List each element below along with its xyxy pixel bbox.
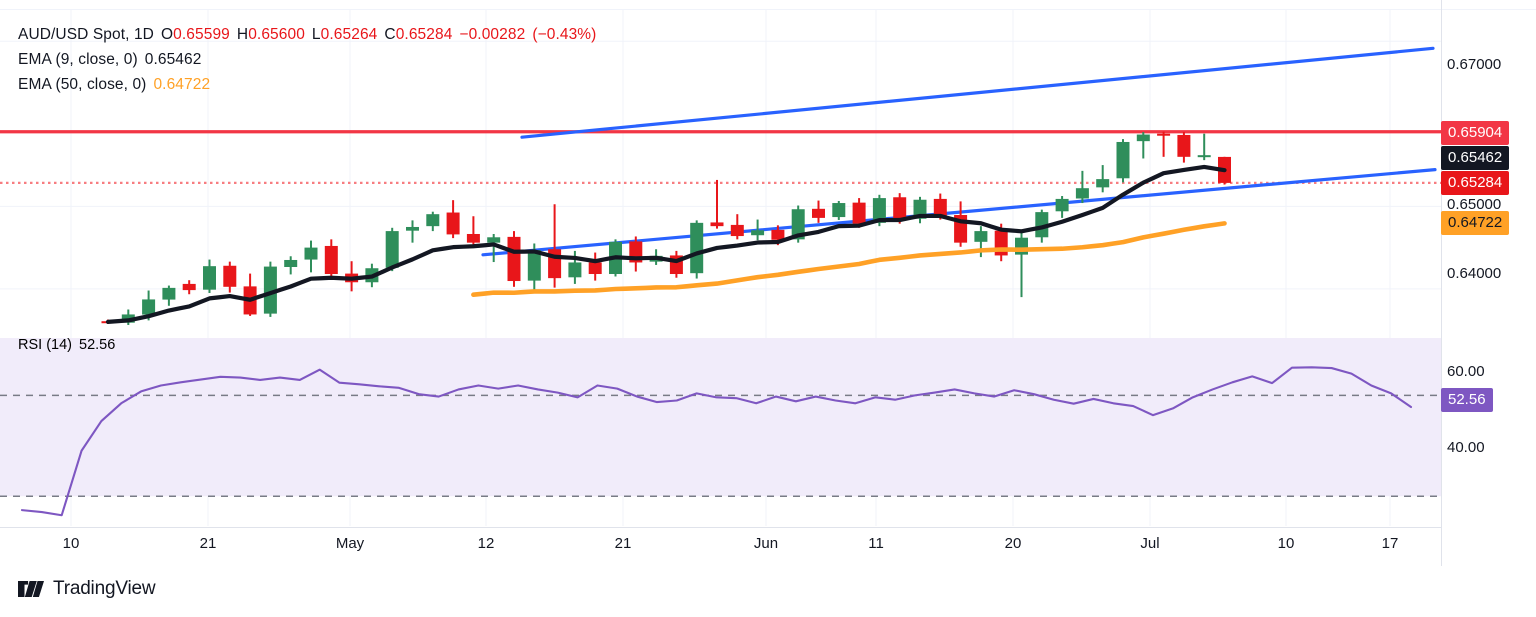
time-axis-tick: 10 — [62, 535, 80, 552]
tradingview-logo-icon — [18, 581, 44, 597]
price-axis-tick: 0.64000 — [1447, 265, 1502, 282]
ema50-price-badge[interactable]: 0.64722 — [1441, 211, 1510, 235]
candle-body[interactable] — [426, 214, 440, 227]
ema-series-layer — [105, 164, 1227, 324]
candle-body[interactable] — [304, 247, 318, 260]
candle-body[interactable] — [324, 245, 338, 275]
rsi-band-layer — [0, 338, 1441, 497]
tradingview-brand-text: TradingView — [53, 578, 156, 599]
candle-body[interactable] — [1075, 188, 1089, 199]
candle-body[interactable] — [507, 236, 521, 282]
time-axis-tick: Jun — [753, 535, 779, 552]
candle-body[interactable] — [162, 287, 176, 300]
candlestick-series — [101, 131, 1231, 326]
candle-body[interactable] — [1197, 155, 1211, 158]
time-axis-tick: 11 — [868, 535, 884, 552]
time-axis-tick: 17 — [1381, 535, 1399, 552]
candle-body[interactable] — [527, 250, 541, 281]
candle-body[interactable] — [568, 262, 582, 278]
resistance-price-badge[interactable]: 0.65904 — [1441, 121, 1510, 145]
candle-body[interactable] — [751, 230, 765, 236]
rsi-series-layer — [20, 366, 1413, 517]
last-price-badge[interactable]: 0.65284 — [1441, 171, 1510, 195]
candle-body[interactable] — [1136, 134, 1150, 142]
candle-body[interactable] — [284, 259, 298, 267]
candle-body[interactable] — [588, 262, 602, 275]
time-axis[interactable]: 10 21 May 12 21 Jun 11 20 Jul 10 17 — [0, 527, 1441, 565]
candle-body[interactable] — [203, 266, 216, 290]
price-axis-tick: 0.67000 — [1447, 56, 1502, 73]
candle-body[interactable] — [182, 283, 196, 291]
time-axis-tick: May — [335, 535, 365, 552]
rsi-line[interactable] — [20, 366, 1413, 517]
candle-body[interactable] — [385, 231, 399, 268]
time-axis-tick: 20 — [1004, 535, 1022, 552]
candle-body[interactable] — [263, 266, 277, 314]
candle-body[interactable] — [791, 209, 805, 240]
annotation-layer — [0, 46, 1441, 257]
candle-body[interactable] — [893, 197, 907, 220]
candle-body[interactable] — [690, 222, 704, 274]
price-axis-tick: 0.65000 — [1447, 196, 1502, 213]
candle-body[interactable] — [974, 231, 988, 242]
ema50-line[interactable] — [471, 221, 1227, 298]
candle-body[interactable] — [852, 202, 866, 224]
rsi-value-badge[interactable]: 52.56 — [1441, 388, 1493, 412]
trendline-channel-lower[interactable] — [481, 168, 1437, 257]
candle-body[interactable] — [1116, 141, 1130, 179]
price-axis[interactable]: 0.67000 0.65000 0.64000 0.65904 0.65462 0.652… — [1441, 0, 1536, 566]
top-divider — [0, 8, 1536, 10]
time-axis-tick: 10 — [1277, 535, 1295, 552]
footer-branding[interactable]: TradingView — [18, 578, 156, 600]
time-axis-divider — [0, 526, 1441, 528]
candle-body[interactable] — [142, 299, 156, 315]
candle-body[interactable] — [487, 237, 501, 243]
ema9-line[interactable] — [105, 164, 1227, 324]
ema9-price-badge[interactable]: 0.65462 — [1441, 146, 1510, 170]
candle-body[interactable] — [812, 208, 825, 218]
candle-body[interactable] — [1177, 134, 1191, 157]
price-axis-divider — [1440, 0, 1442, 566]
candle-body[interactable] — [1015, 237, 1028, 255]
candle-body[interactable] — [771, 229, 785, 240]
rsi-axis-tick: 60.00 — [1447, 363, 1485, 380]
rsi-axis-tick: 40.00 — [1447, 439, 1485, 456]
trendline-channel-upper[interactable] — [520, 46, 1435, 139]
candle-body[interactable] — [933, 198, 947, 216]
candle-body[interactable] — [446, 212, 460, 235]
candle-body[interactable] — [1035, 212, 1049, 238]
candle-body[interactable] — [1096, 179, 1110, 188]
time-axis-tick: 21 — [199, 535, 217, 552]
candle-body[interactable] — [406, 226, 419, 231]
candle-body[interactable] — [466, 233, 480, 243]
candle-body[interactable] — [730, 224, 744, 237]
candle-body[interactable] — [223, 265, 237, 287]
candle-body[interactable] — [1157, 133, 1171, 136]
time-axis-tick: Jul — [1140, 535, 1160, 552]
candle-body[interactable] — [832, 203, 846, 218]
candle-body[interactable] — [1055, 198, 1069, 212]
candle-body[interactable] — [872, 198, 886, 223]
rsi-overbought-oversold-band — [0, 338, 1441, 497]
candle-body[interactable] — [710, 222, 724, 227]
time-axis-tick: 21 — [614, 535, 632, 552]
time-axis-tick: 12 — [477, 535, 495, 552]
